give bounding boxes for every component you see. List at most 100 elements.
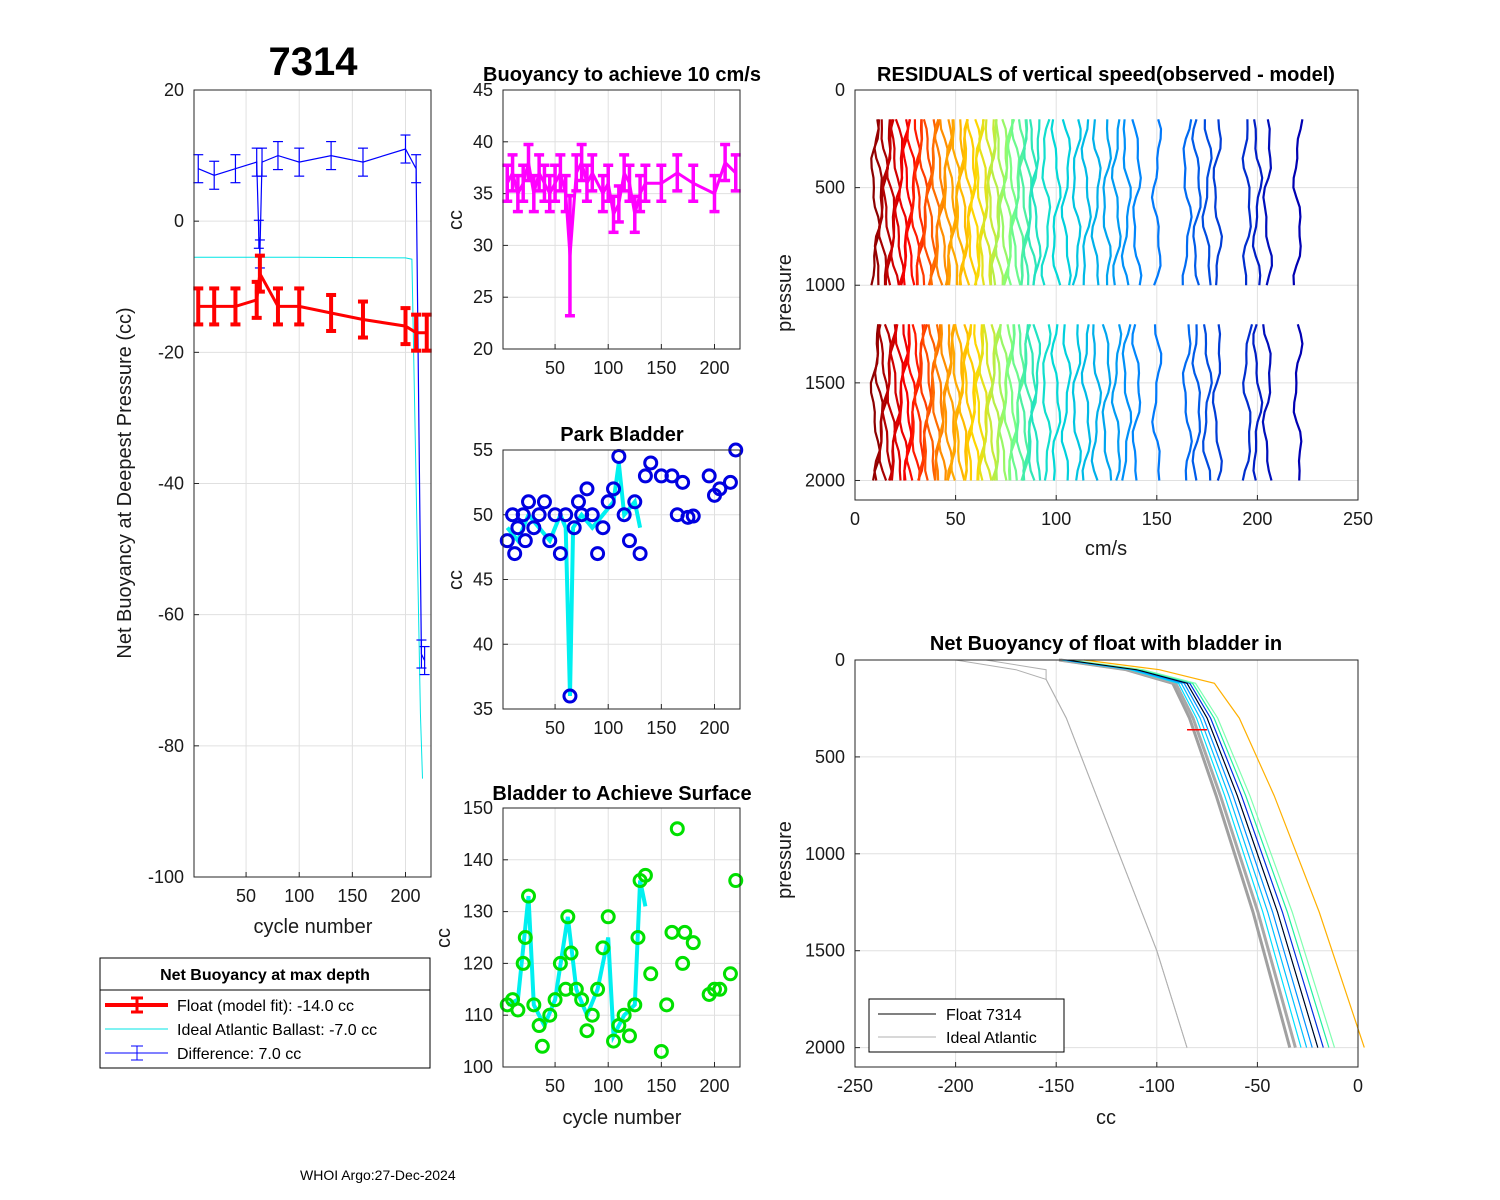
ideal-atlantic-line (194, 256, 423, 779)
park-bladder-point (627, 494, 643, 510)
buoyancy-10cms-errorbar (539, 163, 550, 203)
residual-profile (917, 323, 929, 481)
p5-ytick-label: 2000 (805, 470, 845, 490)
surface-bladder-point (677, 924, 693, 940)
surface-bladder-point (712, 981, 728, 997)
p5-ytick-label: 0 (835, 80, 845, 100)
residual-profile (1090, 324, 1103, 481)
surface-bladder-point (706, 981, 722, 997)
p4-ylabel: cc (433, 928, 455, 948)
residual-profile (1050, 119, 1062, 286)
buoyancy-10cms-errorbar (619, 153, 630, 193)
park-bladder-point (606, 481, 622, 497)
park-bladder-point (701, 468, 717, 484)
p2-ytick-label: 25 (473, 287, 493, 307)
surface-bladder-point (659, 997, 675, 1013)
surface-bladder-point (600, 909, 616, 925)
residuals-panel: 0 50 100 150 200 250 0 500 1000 1500 2000 (805, 80, 1373, 529)
residual-profile (982, 119, 994, 286)
residual-profile (929, 119, 941, 286)
surface-bladder-point (515, 955, 531, 971)
residual-profile (1071, 119, 1082, 286)
p1-ytick-label: 0 (174, 211, 184, 231)
p6-xtick-label: 0 (1353, 1076, 1363, 1096)
p1-xtick-label: 150 (337, 886, 367, 906)
p6-xtick-label: -100 (1139, 1076, 1175, 1096)
surface-bladder-point (630, 930, 646, 945)
park-bladder-point (562, 688, 578, 704)
p6-ylabel: pressure (774, 821, 796, 899)
surface-bladder-point (590, 981, 606, 997)
p3-ytick-label: 35 (473, 699, 493, 719)
legend-title: Net Buoyancy at max depth (160, 967, 370, 984)
buoyancy-10cms-errorbar (672, 153, 683, 193)
park-bladder-point (499, 533, 515, 549)
surface-bladder-point (510, 1002, 526, 1018)
residual-profile (1292, 323, 1304, 481)
residual-profile (1120, 119, 1132, 286)
residual-profile (911, 324, 921, 481)
residual-profile (1292, 119, 1304, 286)
p5-xtick-label: 150 (1142, 509, 1172, 529)
residual-profile (1262, 119, 1274, 286)
bladder-surface-panel: 50 100 150 200 150 140 130 120 110 100 (463, 798, 744, 1096)
p4-xlabel: cycle number (563, 1107, 682, 1129)
surface-bladder-point (579, 1023, 595, 1039)
park-bladder-point (600, 494, 616, 510)
residual-profile (878, 119, 890, 286)
float-model-errorbar (411, 312, 422, 353)
difference-errorbar (272, 140, 283, 171)
legend-swatch-float (105, 996, 168, 1014)
p3-xtick-label: 150 (646, 718, 676, 738)
difference-errorbar (257, 147, 268, 177)
residual-profile (1060, 118, 1072, 286)
residual-profile (877, 324, 890, 481)
park-bladder-point (526, 520, 542, 536)
difference-errorbar (411, 154, 422, 184)
p1-ytick-label: -60 (158, 605, 184, 625)
residual-profile (1121, 324, 1133, 481)
p6-xtick-label: -200 (938, 1076, 974, 1096)
surface-bladder-point (637, 867, 653, 883)
p5-xtick-label: 250 (1343, 509, 1373, 529)
difference-errorbar (209, 160, 220, 190)
residual-profile (922, 119, 934, 286)
park-bladder-point (664, 468, 680, 484)
p6-ytick-label: 1000 (805, 844, 845, 864)
residual-profile (885, 119, 896, 286)
park-bladder-point (536, 494, 552, 510)
p3-frame (502, 449, 741, 710)
p1-ytick-label: 20 (164, 80, 184, 100)
p4-ytick-label: 140 (463, 850, 493, 870)
residual-profile (1151, 324, 1163, 481)
residual-profile (1181, 119, 1193, 286)
park-bladder-point (712, 481, 728, 497)
park-bladder-point (566, 520, 582, 536)
residual-profile (1202, 324, 1213, 481)
buoyancy-10cms-errorbar (603, 163, 614, 203)
legend-ideal-label: Ideal Atlantic Ballast: -7.0 cc (177, 1022, 377, 1039)
residual-profile (974, 119, 986, 286)
p2-xtick-label: 200 (699, 358, 729, 378)
buoyancy-10cms-errorbar (624, 163, 635, 203)
residual-profile (1101, 323, 1113, 481)
difference-errorbar (294, 147, 305, 177)
residual-profile (990, 119, 1000, 286)
float-profile-bundle (1084, 659, 1365, 1048)
residual-profile (1110, 324, 1123, 481)
p6-xtick-label: -50 (1244, 1076, 1270, 1096)
p1-xtick-label: 200 (390, 886, 420, 906)
residual-profile (1212, 119, 1224, 286)
p5-ytick-label: 1000 (805, 275, 845, 295)
p2-frame (502, 89, 741, 350)
surface-bladder-point (534, 1038, 550, 1054)
p1-ytick-label: -40 (158, 474, 184, 494)
residual-profile (1050, 324, 1062, 481)
p5-title: RESIDUALS of vertical speed(observed - m… (877, 64, 1335, 86)
buoyancy-10cms-errorbar (688, 163, 699, 203)
buoyancy-10cms-errorbar (523, 142, 534, 183)
residual-profile (1102, 119, 1113, 286)
park-bladder-point (595, 520, 611, 536)
buoyancy-10cms-errorbar (656, 163, 667, 203)
difference-errorbar (193, 154, 204, 184)
